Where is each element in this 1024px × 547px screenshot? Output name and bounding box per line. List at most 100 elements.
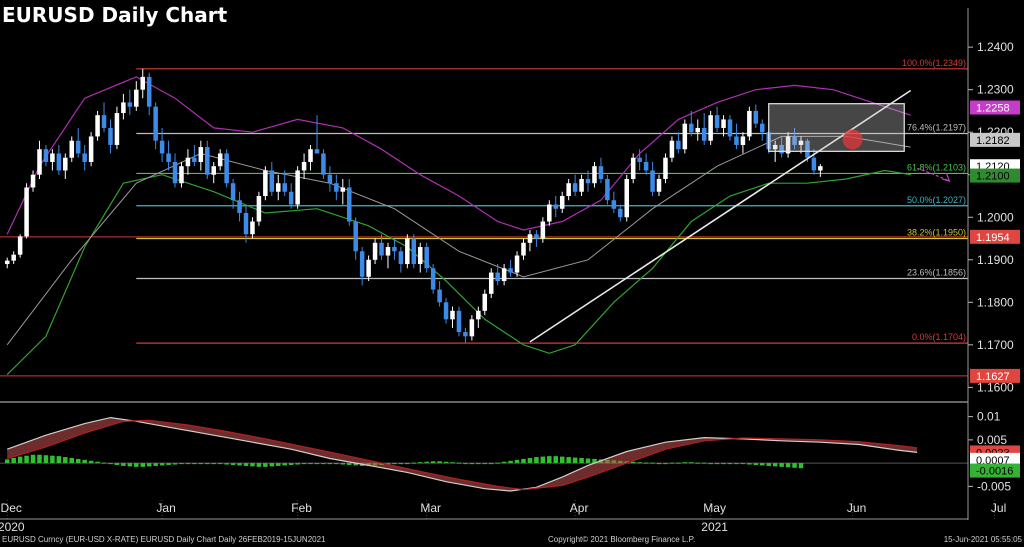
macd-histogram-bar xyxy=(192,463,197,465)
candle-body xyxy=(501,268,507,282)
candle-body xyxy=(43,149,49,162)
macd-histogram-bar xyxy=(482,463,488,465)
candle-body xyxy=(301,161,307,171)
time-tick-label: Jul xyxy=(991,501,1006,515)
price-tags: 1.22581.21821.21201.21001.19541.16270.00… xyxy=(970,100,1020,478)
candle-body xyxy=(656,178,662,192)
candle-body xyxy=(650,170,655,192)
candle-body xyxy=(443,302,449,320)
price-tag-label: 1.1954 xyxy=(976,232,1010,244)
time-tick-label: Feb xyxy=(291,501,312,515)
candle-body xyxy=(753,110,759,124)
price-tick-label: 1.2400 xyxy=(977,40,1014,54)
candle-body xyxy=(166,153,171,162)
macd-histogram-bar xyxy=(772,463,778,467)
annotations xyxy=(529,89,951,343)
macd-histogram-bar xyxy=(760,463,765,466)
candle-body xyxy=(372,242,378,260)
candle-body xyxy=(624,178,630,218)
macd-histogram-bar xyxy=(205,463,210,465)
macd-histogram-bar xyxy=(437,461,442,464)
candle-body xyxy=(463,332,468,337)
macd-tag-bg xyxy=(970,463,1020,478)
candle-body xyxy=(211,166,216,175)
macd-histogram-bar xyxy=(88,460,94,464)
macd-histogram-bar xyxy=(740,463,746,465)
fibonacci-levels: 100.0%(1.2349) 76.4%(1.2197) 61.8%(1.2103)… xyxy=(0,58,968,377)
candle-body xyxy=(669,140,675,158)
macd-histogram-bar xyxy=(443,461,449,464)
macd-histogram-bar xyxy=(630,461,636,464)
macd-histogram-bar xyxy=(385,463,391,465)
candle-body xyxy=(566,183,571,196)
macd-histogram-bar xyxy=(50,455,55,464)
price-tag-bg xyxy=(970,100,1020,115)
macd-histogram-bar xyxy=(321,463,326,465)
macd-histogram-bar xyxy=(727,463,733,465)
candle-body xyxy=(792,136,797,145)
candle-body xyxy=(146,76,152,107)
candle-body xyxy=(598,166,604,179)
candle-body xyxy=(308,149,313,162)
macd-histogram-bar xyxy=(340,463,346,465)
candle-body xyxy=(153,106,158,141)
candle-body xyxy=(605,178,610,201)
bollinger-upper-line xyxy=(6,76,911,235)
macd-histogram-bar xyxy=(501,461,507,464)
macd-histogram-bar xyxy=(108,463,113,465)
candle-body xyxy=(237,200,242,213)
candle-body xyxy=(56,153,62,171)
price-tick-label: 1.2000 xyxy=(977,210,1014,224)
macd-histogram-bar xyxy=(250,463,255,467)
time-tick-label: Jan xyxy=(156,501,175,515)
candle-body xyxy=(630,157,636,179)
macd-histogram-bar xyxy=(24,455,29,464)
macd-histogram-bar xyxy=(488,463,494,465)
macd-histogram-bar xyxy=(566,457,571,464)
candle-body xyxy=(256,195,262,222)
candle-body xyxy=(450,310,455,320)
macd-histogram-bar xyxy=(75,458,81,464)
macd-histogram-bar xyxy=(508,460,513,464)
macd-histogram-bar xyxy=(101,462,107,464)
macd-histogram-bar xyxy=(585,458,591,464)
candle-body xyxy=(547,204,552,222)
footer-copyright: Copyright© 2021 Bloomberg Finance L.P. xyxy=(548,535,695,544)
macd-histogram-bar xyxy=(534,457,539,464)
time-tick-label: Mar xyxy=(420,501,441,515)
macd-histogram-bar xyxy=(656,463,662,465)
candle-body xyxy=(495,272,500,282)
macd-histogram-bar xyxy=(798,463,804,469)
macd-histogram-bar xyxy=(237,463,242,466)
macd-tag-label: -0.0016 xyxy=(976,466,1013,478)
candle-body xyxy=(682,123,688,150)
candle-body xyxy=(198,147,204,162)
fib-level-label: 100.0%(1.2349) xyxy=(902,58,966,68)
macd-histogram-bar xyxy=(514,459,520,464)
candle-body xyxy=(424,247,429,269)
candle-body xyxy=(159,140,165,154)
macd-histogram-bar xyxy=(766,463,771,466)
projection-arrowhead xyxy=(942,172,951,183)
footer-left: EURUSD Curncy (EUR-USD X-RATE) EURUSD Da… xyxy=(2,535,326,544)
macd-histogram-bar xyxy=(495,462,500,464)
candle-body xyxy=(243,213,249,235)
macd-histogram-bar xyxy=(63,457,68,464)
candle-body xyxy=(295,170,300,205)
macd-histogram-bar xyxy=(172,463,178,465)
candle-body xyxy=(456,310,462,333)
macd-histogram-bar xyxy=(559,456,565,464)
candle-body xyxy=(811,157,817,171)
time-tick-label: May xyxy=(703,501,726,515)
candle-body xyxy=(772,144,778,150)
candle-body xyxy=(714,115,720,128)
macd-histogram-bar xyxy=(695,462,700,464)
candle-body xyxy=(134,89,139,107)
macd-histogram-bar xyxy=(405,463,410,465)
macd-histogram-bar xyxy=(308,463,313,465)
price-tag-label: 1.2100 xyxy=(976,171,1010,183)
candle-body xyxy=(643,161,649,171)
candle-body xyxy=(366,259,371,277)
macd-histogram-bar xyxy=(663,463,668,465)
